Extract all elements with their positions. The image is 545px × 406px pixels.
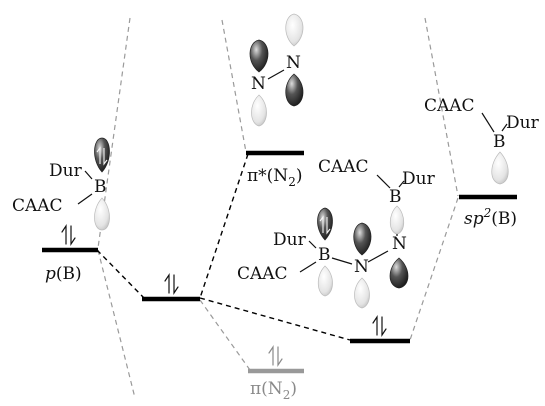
electron-pair-pB xyxy=(61,224,76,246)
right-sp2-orbital xyxy=(491,151,509,185)
left-p-orbital-electrons xyxy=(96,146,108,166)
n2-orbital-bottom-left xyxy=(251,94,267,127)
complex-orbital-top-b xyxy=(389,205,405,235)
electron-pairs xyxy=(61,224,387,367)
complex-bond-caac-top xyxy=(376,174,391,189)
guide-line-left-lower xyxy=(97,249,136,399)
n2-top-n2: N xyxy=(286,53,301,73)
complex-bond-n-n xyxy=(367,250,389,263)
left-p-orbital-lower xyxy=(94,197,110,231)
corr-line-pistar-bonding xyxy=(199,153,249,299)
complex-dur-top: Dur xyxy=(402,169,436,189)
label-pB: p(B) xyxy=(45,264,82,284)
correlation-lines xyxy=(96,153,351,341)
complex-bond-dur-top xyxy=(398,180,405,188)
complex-orbital-n-mid-upper xyxy=(353,222,372,256)
right-caac: CAAC xyxy=(424,96,475,116)
complex-bond-b-n-mid xyxy=(331,257,353,265)
energy-levels xyxy=(42,150,517,374)
fragment-n2-top: N N xyxy=(249,13,304,127)
guide-line-mid-upper xyxy=(221,19,247,153)
complex-boron-left: B xyxy=(318,245,331,265)
complex-caac-top: CAAC xyxy=(318,157,369,177)
complex-n-mid: N xyxy=(354,257,369,277)
corr-line-pB-bonding xyxy=(96,249,146,300)
level-labels: p(B) π*(N2) sp2(B) π(N2) xyxy=(45,166,517,402)
complex-orbital-b-left-lower xyxy=(317,265,333,297)
n2-top-n1: N xyxy=(251,74,266,94)
complex-bond-caac-left xyxy=(299,261,317,273)
complex-orbital-b-left-electrons xyxy=(319,215,331,235)
corr-line-bonding-lower xyxy=(199,297,351,341)
left-boron: B xyxy=(94,177,107,197)
right-boron: B xyxy=(493,132,506,152)
left-p-orbital-upper xyxy=(94,137,110,173)
right-bond-caac xyxy=(481,112,495,133)
complex-orbital-b-left-upper xyxy=(317,207,333,241)
guide-line-mid-lower xyxy=(199,299,251,371)
fragment-boryl-left: Dur CAAC B xyxy=(12,137,110,231)
n2-orbital-top-right xyxy=(285,13,304,47)
left-caac: CAAC xyxy=(12,196,63,216)
right-dur: Dur xyxy=(506,113,540,133)
n2-orbital-bottom-right xyxy=(285,73,304,107)
left-bond-caac xyxy=(77,193,93,205)
n2-orbital-top-left xyxy=(249,39,269,73)
n2-top-bond xyxy=(267,69,285,80)
complex-boron-top: B xyxy=(389,187,402,207)
left-dur: Dur xyxy=(49,161,83,181)
complex-n-right: N xyxy=(392,234,407,254)
electron-pair-pi-N2 xyxy=(268,345,283,367)
complex-orbital-n-mid-lower xyxy=(354,277,370,309)
guide-line-right-lower xyxy=(409,197,459,341)
electron-pair-mid xyxy=(164,273,179,295)
complex-caac-left: CAAC xyxy=(237,264,288,284)
label-pi-N2: π(N2) xyxy=(250,379,297,401)
label-pi-star-N2: π*(N2) xyxy=(247,166,302,189)
guide-line-right-upper xyxy=(424,17,459,197)
electron-pair-complex xyxy=(372,315,387,337)
complex-dur-left: Dur xyxy=(273,230,307,250)
label-sp2B: sp2(B) xyxy=(464,206,517,229)
fragment-complex: CAAC Dur B N N B Dur CAAC xyxy=(237,157,436,309)
complex-bond-dur-left xyxy=(308,240,317,249)
fragment-boryl-right: CAAC Dur B xyxy=(424,96,540,185)
right-bond-dur xyxy=(501,123,508,132)
complex-orbital-n-right xyxy=(389,257,409,289)
left-bond-dur xyxy=(84,170,93,180)
